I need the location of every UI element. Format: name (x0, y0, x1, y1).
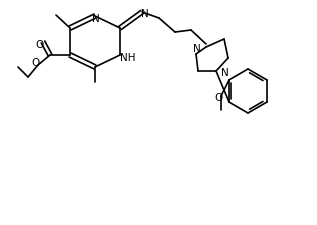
Text: NH: NH (120, 53, 136, 63)
Text: N: N (221, 68, 229, 78)
Text: N: N (193, 44, 201, 54)
Text: N: N (141, 9, 149, 19)
Text: N: N (92, 14, 100, 24)
Text: O: O (36, 40, 44, 50)
Text: O: O (215, 93, 223, 103)
Text: O: O (31, 58, 39, 68)
